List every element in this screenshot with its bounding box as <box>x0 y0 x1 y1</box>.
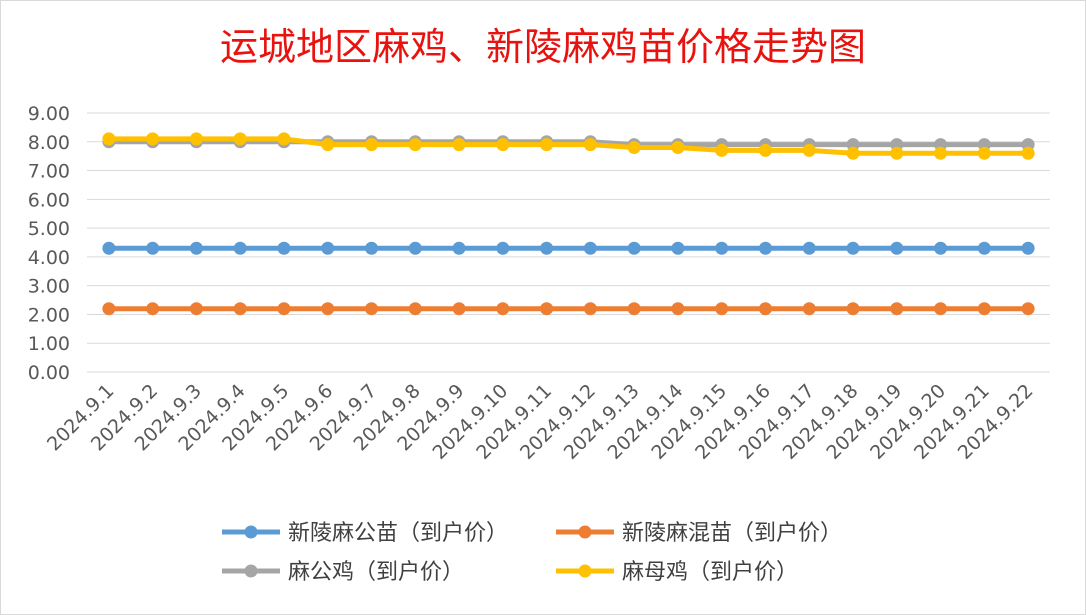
data-point <box>408 302 422 316</box>
y-tick-label: 9.00 <box>28 103 70 125</box>
y-tick-label: 3.00 <box>28 276 70 298</box>
data-point <box>934 241 948 255</box>
data-point <box>1021 302 1035 316</box>
data-point <box>496 138 510 152</box>
data-point <box>496 302 510 316</box>
data-point <box>277 302 291 316</box>
data-point <box>758 241 772 255</box>
data-point <box>365 302 379 316</box>
data-point <box>540 302 554 316</box>
series-麻母鸡（到户价） <box>102 132 1035 160</box>
data-point <box>627 141 641 155</box>
data-point <box>102 241 116 255</box>
data-point <box>102 302 116 316</box>
legend-marker <box>578 564 592 578</box>
data-point <box>146 132 160 146</box>
data-point <box>496 241 510 255</box>
data-point <box>540 241 554 255</box>
data-point <box>890 146 904 160</box>
data-point <box>671 141 685 155</box>
data-point <box>715 241 729 255</box>
data-point <box>977 241 991 255</box>
legend-item: 新陵麻公苗（到户价） <box>222 521 508 546</box>
data-point <box>977 146 991 160</box>
legend-marker <box>578 525 592 539</box>
legend-label: 麻母鸡（到户价） <box>622 560 798 585</box>
data-point <box>758 143 772 157</box>
data-point <box>627 241 641 255</box>
chart-title: 运城地区麻鸡、新陵麻鸡苗价格走势图 <box>220 25 866 69</box>
y-axis-tick-labels: 0.00 1.00 2.00 3.00 4.00 5.00 6.00 7.00 8.00 9.00 <box>28 103 70 384</box>
data-point <box>802 241 816 255</box>
data-point <box>189 132 203 146</box>
data-point <box>277 132 291 146</box>
data-point <box>146 241 160 255</box>
y-tick-label: 0.00 <box>28 362 70 384</box>
y-tick-label: 6.00 <box>28 189 70 211</box>
data-point <box>977 302 991 316</box>
data-point <box>715 302 729 316</box>
data-point <box>715 143 729 157</box>
data-point <box>1021 241 1035 255</box>
y-tick-label: 8.00 <box>28 132 70 154</box>
legend-label: 麻公鸡（到户价） <box>288 560 464 585</box>
data-point <box>934 146 948 160</box>
data-point <box>277 241 291 255</box>
data-point <box>189 241 203 255</box>
series-新陵麻混苗（到户价） <box>102 302 1035 316</box>
data-point <box>408 138 422 152</box>
data-point <box>452 241 466 255</box>
data-point <box>189 302 203 316</box>
y-tick-label: 2.00 <box>28 304 70 326</box>
series-group <box>102 132 1035 316</box>
legend-item: 新陵麻混苗（到户价） <box>556 521 842 546</box>
data-point <box>627 302 641 316</box>
data-point <box>452 302 466 316</box>
data-point <box>452 138 466 152</box>
series-line <box>108 136 1029 156</box>
data-point <box>846 302 860 316</box>
data-point <box>233 302 247 316</box>
legend-marker <box>244 564 258 578</box>
data-point <box>540 138 554 152</box>
data-point <box>233 241 247 255</box>
data-point <box>1021 146 1035 160</box>
data-point <box>846 241 860 255</box>
legend: 新陵麻公苗（到户价） 新陵麻混苗（到户价） 麻公鸡（到户价） 麻母鸡（到户价） <box>222 521 842 585</box>
legend-label: 新陵麻公苗（到户价） <box>288 521 508 546</box>
y-tick-label: 7.00 <box>28 161 70 183</box>
data-point <box>934 302 948 316</box>
data-point <box>365 138 379 152</box>
data-point <box>890 241 904 255</box>
data-point <box>146 302 160 316</box>
legend-marker <box>244 525 258 539</box>
data-point <box>890 302 904 316</box>
legend-label: 新陵麻混苗（到户价） <box>622 521 842 546</box>
data-point <box>321 138 335 152</box>
legend-item: 麻公鸡（到户价） <box>222 560 464 585</box>
data-point <box>802 302 816 316</box>
data-point <box>583 302 597 316</box>
data-point <box>321 241 335 255</box>
data-point <box>802 143 816 157</box>
y-tick-label: 5.00 <box>28 218 70 240</box>
legend-item: 麻母鸡（到户价） <box>556 560 798 585</box>
data-point <box>583 241 597 255</box>
data-point <box>233 132 247 146</box>
data-point <box>365 241 379 255</box>
data-point <box>583 138 597 152</box>
data-point <box>408 241 422 255</box>
series-新陵麻公苗（到户价） <box>102 241 1035 255</box>
data-point <box>102 132 116 146</box>
data-point <box>671 302 685 316</box>
data-point <box>321 302 335 316</box>
y-tick-label: 4.00 <box>28 247 70 269</box>
y-tick-label: 1.00 <box>28 333 70 355</box>
data-point <box>671 241 685 255</box>
series-line <box>108 139 1029 148</box>
data-point <box>846 146 860 160</box>
data-point <box>758 302 772 316</box>
